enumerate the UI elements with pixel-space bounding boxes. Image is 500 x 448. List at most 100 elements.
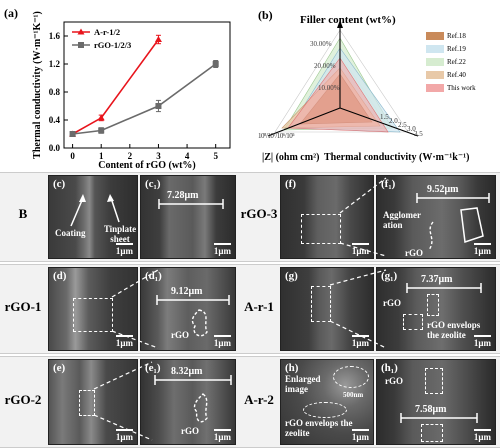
sem-image-c: (c) Coating Tinplate sheet 1μm	[48, 175, 138, 259]
radar-legend: Ref.18 Ref.19 Ref.22 Ref.40 This work	[426, 30, 476, 95]
scale-bar: 1μm	[473, 335, 492, 348]
data-point	[154, 36, 162, 42]
legend-label: Ref.19	[447, 45, 466, 53]
sem-image-f: (f) 1μm	[280, 175, 374, 259]
z-ticks: 10⁸/10⁷/10⁶/10⁵	[258, 132, 295, 140]
z-tick: 10⁵	[286, 132, 295, 140]
sem-image-e: (e) 1μm	[48, 359, 138, 445]
scale-bar: 1μm	[351, 429, 370, 442]
rgo-annotation: rGO	[405, 248, 423, 258]
sem-tag: (c)	[53, 178, 66, 190]
sem-image-d: (d) 1μm	[48, 267, 138, 351]
row-label-rgo3: rGO-3	[240, 206, 278, 221]
legend-item: Ref.40	[426, 69, 476, 82]
zoom-box	[421, 424, 443, 442]
inset-ellipse	[333, 366, 369, 388]
tc-tick: 3.5	[414, 130, 423, 138]
zoom-box	[311, 286, 331, 322]
rgo-envelops-annotation: rGO envelops the zeolite	[285, 418, 353, 438]
sem-image-h1: (h₁) rGO 7.58μm 1μm	[376, 359, 496, 445]
coating-annotation: Coating	[55, 228, 86, 238]
sem-tag: (g)	[285, 270, 298, 282]
arrow-icons	[70, 194, 120, 227]
tc-tick: 2.5	[398, 121, 407, 129]
zeolite-ellipse	[303, 402, 347, 418]
tinplate-annotation: Tinplate sheet	[103, 224, 137, 244]
radar-top-axis-title: Filler content (wt%)	[300, 14, 396, 26]
scale-bar: 1μm	[115, 243, 134, 256]
legend-item: This work	[426, 82, 476, 95]
inset-scale: 500nm	[343, 391, 364, 399]
legend-label: Ref.40	[447, 71, 466, 79]
series-line-rGO-1/2/3	[72, 63, 217, 135]
scale-bar: 1μm	[473, 243, 492, 256]
z-tick: 10⁸	[258, 132, 266, 140]
scale-bar: 1μm	[213, 429, 232, 442]
radar-left-axis-title: |Z| (ohm cm²)	[262, 152, 320, 163]
measure-bar	[416, 193, 490, 251]
agglomeration-annotation: Agglomer ation	[383, 210, 421, 230]
data-point	[97, 114, 105, 121]
rgo-box	[425, 368, 443, 394]
legend-label: rGO-1/2/3	[94, 40, 131, 50]
sem-image-f1: (f₁) 9.52μm Agglomer ation rGO 1μm	[376, 175, 496, 259]
measure-bar	[406, 283, 482, 293]
sem-tag: (d)	[53, 270, 67, 282]
sem-image-h: (h) Enlarged image 500nm rGO envelops th…	[280, 359, 374, 445]
sem-tag: (f)	[285, 178, 296, 190]
row-label-ar1: A-r-1	[244, 299, 274, 314]
scale-bar: 1μm	[213, 243, 232, 256]
y-tick-label: 0.0	[49, 143, 61, 153]
sem-image-g1: (g₁) 7.37μm rGO rGO envelops the zeolite…	[376, 267, 496, 351]
data-point	[155, 103, 162, 109]
scale-bar: 1μm	[351, 335, 370, 348]
measure-bar	[156, 295, 230, 337]
y-tick-label: 0.4	[49, 115, 61, 125]
tc-tick: 1.5	[380, 113, 389, 121]
tc-tick: 3.0	[407, 125, 416, 133]
sem-tag: (e)	[53, 362, 66, 374]
measure-bar	[154, 375, 232, 423]
x-tick-label: 5	[213, 151, 218, 161]
measurement: 7.28μm	[167, 190, 199, 201]
data-point	[212, 61, 219, 67]
x-tick-label: 3	[156, 151, 161, 161]
measure-bar	[158, 199, 224, 209]
scale-bar: 1μm	[115, 335, 134, 348]
x-tick-label: 0	[70, 151, 75, 161]
legend-marker	[77, 28, 85, 35]
legend-item: Ref.19	[426, 43, 476, 56]
filler-tick-10: 10.00%	[318, 84, 340, 92]
legend-label: A-r-1/2	[94, 27, 120, 37]
scale-bar: 1μm	[213, 335, 232, 348]
radar-this-work	[287, 57, 389, 133]
row-label-b: B	[18, 206, 28, 221]
legend-label: Ref.22	[447, 58, 466, 66]
zeolite-box	[403, 314, 423, 330]
rgo-box	[427, 294, 439, 316]
x-tick-label: 4	[185, 151, 190, 161]
sem-tag: (c₁)	[145, 178, 161, 190]
panel-b-label: (b)	[258, 8, 273, 22]
data-point	[98, 127, 105, 134]
measurement: 9.12μm	[171, 286, 203, 297]
measurement: 7.37μm	[421, 274, 453, 285]
filler-tick-30: 30.00%	[310, 40, 332, 48]
scale-bar: 1μm	[115, 429, 134, 442]
zoom-box	[301, 214, 341, 244]
plot-frame	[63, 21, 231, 149]
x-axis-label: Content of rGO (wt%)	[98, 160, 195, 171]
panel-a-chart: 0.0 0.4 0.8 1.2 1.6 0 1 2 3 4 5 Content of rGO (wt%…	[32, 11, 231, 171]
row-label-ar2: A-r-2	[244, 392, 274, 407]
zoom-box	[73, 298, 113, 332]
data-point	[69, 131, 76, 137]
sem-tag: (h₁)	[381, 362, 398, 374]
legend-marker	[78, 42, 84, 48]
scale-bar: 1μm	[351, 243, 370, 256]
y-tick-label: 1.6	[49, 31, 61, 41]
y-axis-label: Thermal conductivity (W·m⁻¹K⁻¹)	[32, 11, 43, 159]
filler-tick-20: 20.00%	[314, 62, 336, 70]
measurement: 9.52μm	[427, 184, 459, 195]
legend-label: This work	[447, 84, 476, 92]
row-label-rgo2: rGO-2	[4, 392, 42, 407]
